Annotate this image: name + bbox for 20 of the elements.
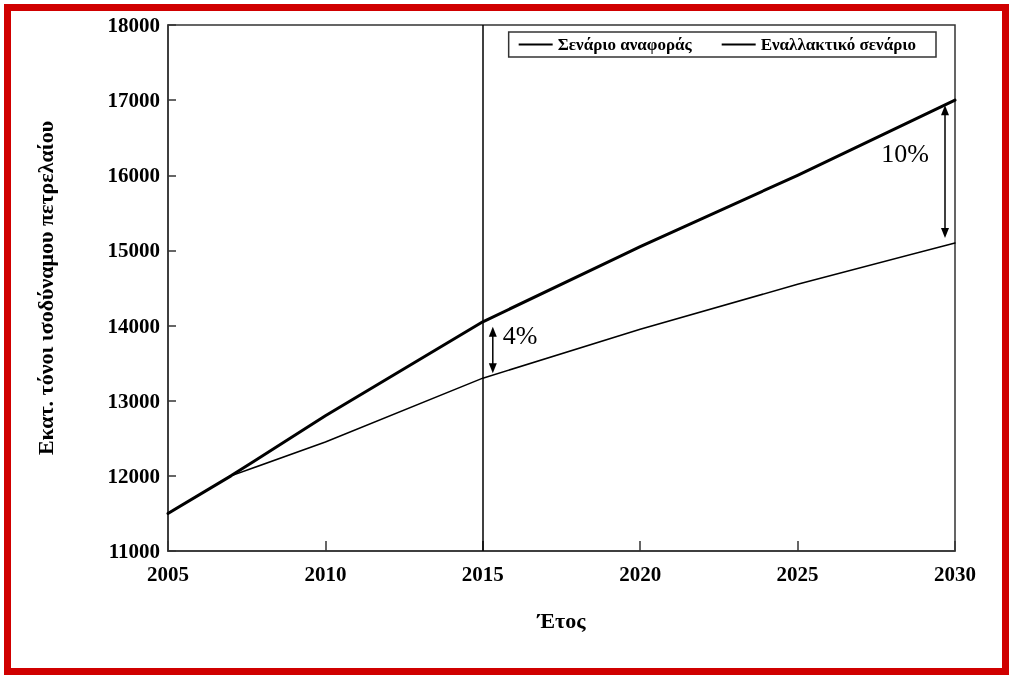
y-tick-label: 18000: [107, 13, 160, 37]
x-tick-label: 2020: [619, 561, 662, 586]
y-tick-label: 14000: [107, 313, 160, 338]
y-tick-label: 13000: [107, 388, 160, 413]
x-tick-label: 2025: [776, 561, 819, 586]
legend-label: Σενάριο αναφοράς: [557, 35, 693, 54]
y-tick-label: 12000: [107, 463, 160, 488]
y-tick-label: 16000: [107, 163, 160, 188]
x-tick-label: 2010: [304, 561, 347, 586]
legend-label: Εναλλακτικό σενάριο: [760, 35, 917, 54]
x-axis-title: Έτος: [536, 607, 587, 633]
annotation: 10%: [881, 139, 929, 169]
x-tick-label: 2005: [147, 561, 189, 586]
y-tick-label: 15000: [107, 238, 160, 263]
y-tick-label: 17000: [107, 88, 160, 113]
y-tick-label: 11000: [108, 539, 160, 563]
y-axis-title: Εκατ. τόνοι ισοδύναμου πετρελαίου: [32, 120, 58, 456]
annotation: 4%: [502, 320, 538, 350]
x-tick-label: 2015: [461, 561, 504, 586]
x-tick-label: 2030: [934, 561, 976, 586]
